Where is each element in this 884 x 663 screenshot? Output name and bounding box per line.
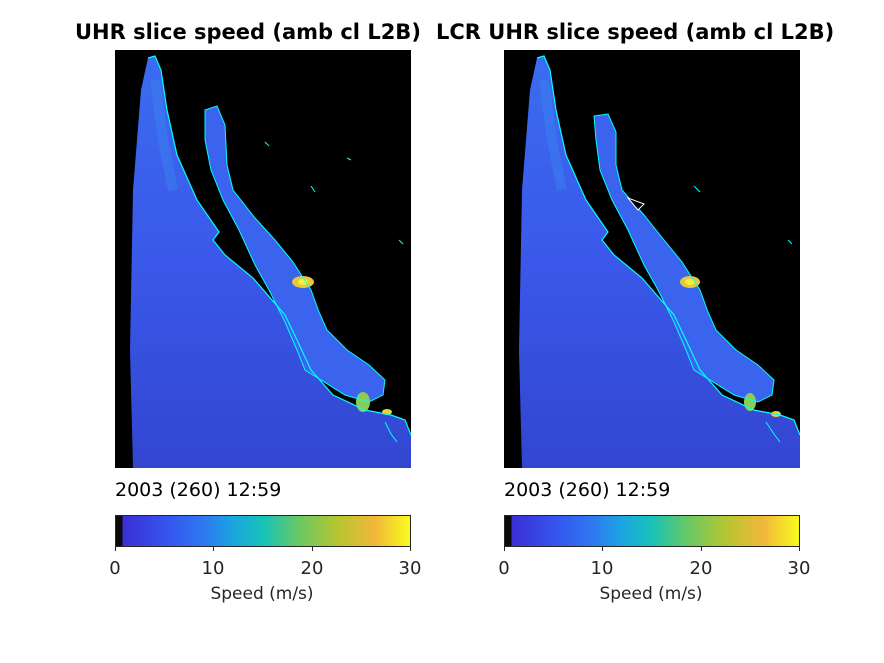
wind-speed-map-left (115, 50, 411, 468)
colorbar-right (504, 515, 800, 547)
colorbar-left (115, 515, 411, 547)
colorbar-tick-label: 30 (787, 558, 811, 579)
gulf-of-california (205, 106, 385, 402)
coastline (147, 55, 411, 436)
coastline (536, 55, 800, 436)
colorbar-tick-label: 20 (300, 558, 324, 579)
colorbar-tick-mark (213, 547, 214, 551)
wind-speed-image-right (519, 55, 800, 468)
panel-title-left: UHR slice speed (amb cl L2B) (75, 20, 421, 44)
colorbar-tick-mark (701, 547, 702, 551)
wind-speed-image-left (130, 55, 411, 468)
colorbar-label-right: Speed (m/s) (599, 584, 703, 604)
colorbar-tick-label: 10 (590, 558, 614, 579)
pacific-ocean (130, 56, 411, 468)
colorbar-tick-mark (115, 547, 116, 551)
pacific-ocean (519, 56, 800, 468)
colorbar-tick-label: 0 (109, 558, 121, 579)
colorbar-tick-label: 30 (398, 558, 422, 579)
colorbar-tick-mark (312, 547, 313, 551)
wind-speed-map-right (504, 50, 800, 468)
colorbar-tick-mark (602, 547, 603, 551)
timestamp-right: 2003 (260) 12:59 (504, 479, 671, 501)
timestamp-left: 2003 (260) 12:59 (115, 479, 282, 501)
colorbar-tick-label: 0 (498, 558, 510, 579)
colorbar-tick-mark (504, 547, 505, 551)
colorbar-tick-label: 20 (689, 558, 713, 579)
panel-title-right: LCR UHR slice speed (amb cl L2B) (436, 20, 835, 44)
colorbar-label-left: Speed (m/s) (210, 584, 314, 604)
colorbar-tick-mark (799, 547, 800, 551)
colorbar-tick-mark (410, 547, 411, 551)
colorbar-tick-label: 10 (201, 558, 225, 579)
